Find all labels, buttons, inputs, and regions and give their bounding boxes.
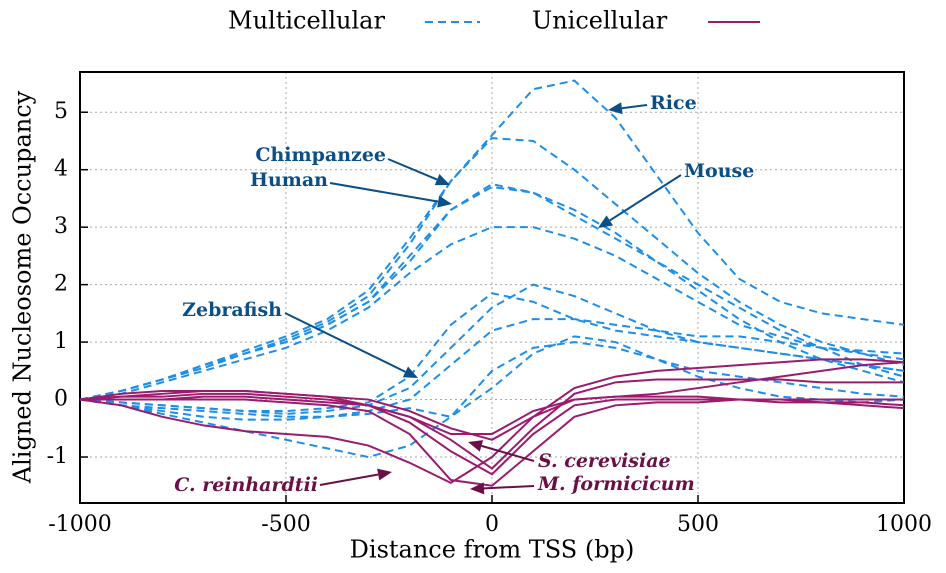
x-tick-label: -1000	[48, 512, 111, 537]
series-line	[79, 185, 905, 401]
series-line	[79, 137, 905, 401]
annotation-arrow	[481, 444, 535, 462]
x-tick-label: 1000	[876, 512, 932, 537]
annotation-arrow	[609, 174, 682, 222]
annotation: M. formicicum	[537, 473, 695, 495]
annotation: Human	[250, 169, 328, 191]
series-line	[79, 318, 905, 418]
y-tick-label: 3	[54, 214, 68, 239]
series-line	[79, 182, 905, 401]
annotation-arrow	[387, 158, 438, 181]
annotation-arrow	[319, 473, 379, 486]
arrow-head	[434, 174, 450, 186]
x-axis-label: Distance from TSS (bp)	[350, 536, 635, 564]
y-tick-label: 1	[54, 329, 68, 354]
annotation-arrow	[284, 312, 406, 373]
arrow-head	[598, 215, 614, 228]
annotation-arrow	[483, 485, 535, 490]
series-line	[80, 398, 904, 487]
annotation: Mouse	[684, 160, 754, 182]
annotation: Chimpanzee	[255, 144, 386, 166]
series-line	[79, 283, 905, 415]
arrow-head	[468, 440, 484, 452]
y-tick-label: -1	[47, 444, 68, 469]
arrow-head	[377, 468, 392, 481]
y-tick-label: 4	[54, 157, 68, 182]
arrow-head	[608, 102, 623, 115]
series-line	[79, 335, 905, 421]
y-axis-label: Aligned Nucleosome Occupancy	[9, 90, 37, 484]
series-line	[80, 395, 905, 476]
arrow-head	[437, 195, 452, 208]
series-line	[79, 361, 905, 485]
annotation-arrow	[329, 182, 439, 203]
annotation-arrow	[621, 104, 648, 110]
annotation: Rice	[650, 92, 697, 114]
y-tick-label: 5	[54, 99, 68, 124]
y-tick-label: 0	[54, 387, 68, 412]
annotation: C. reinhardtii	[174, 474, 318, 496]
y-tick-label: 2	[54, 272, 68, 297]
x-tick-label: -500	[261, 512, 310, 537]
arrow-head	[470, 482, 485, 495]
legend-label: Multicellular	[228, 7, 385, 35]
legend-label: Unicellular	[532, 7, 668, 35]
arrow-head	[402, 366, 418, 378]
x-tick-label: 500	[677, 512, 719, 537]
x-tick-label: 0	[485, 512, 499, 537]
annotation: S. cerevisiae	[538, 450, 671, 472]
plot-frame	[79, 71, 905, 504]
annotation: Zebrafish	[182, 299, 282, 321]
